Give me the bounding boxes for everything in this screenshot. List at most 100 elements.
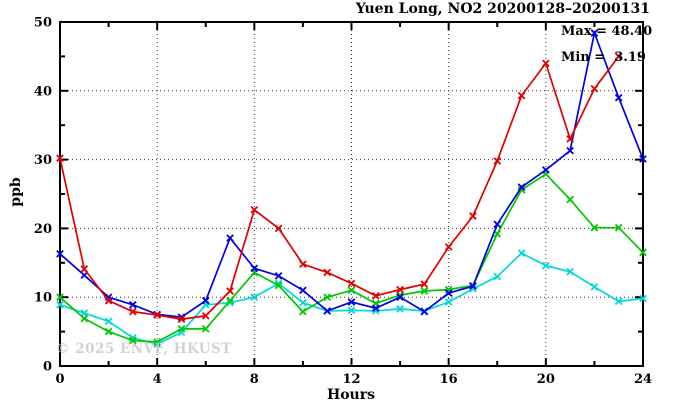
y-tick-label: 20 [34,222,52,237]
series-green-day-marker [177,325,186,333]
series-blue-day-marker [129,300,137,309]
series-green-day-marker [493,230,502,238]
series-cyan-day-marker [274,279,283,288]
series-blue-day-marker [396,293,404,302]
x-tick-label: 0 [55,372,64,387]
series-green-day-marker [639,248,647,257]
min-annotation: Min = 3.19 [561,50,646,65]
max-annotation: Max = 48.40 [561,24,653,39]
series-green-day-marker [420,287,429,295]
chart-title: Yuen Long, NO2 20200128–20200131 [355,1,650,17]
series-red-day-marker [226,287,234,295]
series-green-day-marker [56,293,64,302]
series-blue-day-marker [614,93,623,102]
series-green-day-marker [129,336,137,345]
series-red-day-marker [371,291,380,300]
series-green-day-marker [566,195,574,204]
series-red-day-marker [56,154,64,163]
series-red-day-marker [153,311,162,319]
series-blue-day-marker [250,264,259,273]
series-red-day-marker [80,265,89,273]
series-cyan-day-marker [614,297,623,306]
series-green-day-marker [104,327,113,336]
series-red-day-marker [104,296,113,305]
x-tick-label: 4 [153,372,162,387]
x-tick-label: 20 [537,372,555,387]
series-green-day-marker [347,286,356,295]
series-red-day-marker [541,59,550,68]
x-axis-label: Hours [326,387,375,403]
series-blue-day-marker [420,307,429,316]
series-red-day-marker [323,268,332,277]
watermark-text: © 2025 ENVF, HKUST [56,341,232,357]
series-cyan-day-marker [104,317,113,326]
series-blue-day-marker [566,146,574,155]
y-axis-label: ppb [8,177,24,207]
series-green-day-marker [153,338,162,346]
y-tick-label: 40 [34,84,52,99]
series-green-day-marker [274,281,283,290]
series-blue-day-marker [469,282,477,291]
series-green-day-marker [201,325,210,333]
series-cyan-day-marker [493,272,502,281]
series-green-day-marker [299,307,307,316]
series-cyan-day-marker [444,298,453,306]
series-green-day-marker [226,296,234,305]
series-green-day-marker [590,223,599,232]
x-tick-label: 8 [250,372,259,387]
series-red-day-marker [590,84,599,93]
series-cyan-day-marker [153,340,162,348]
y-tick-label: 30 [34,153,52,168]
series-green-day-line [59,172,644,343]
series-red-day-marker [299,260,307,269]
series-cyan-day-marker [639,294,647,303]
series-red-day-marker [517,91,526,100]
series-cyan-day-marker [371,307,380,315]
series-blue-day-marker [444,289,453,297]
series-green-day-marker [614,223,623,232]
series-red-day-marker [420,280,429,288]
max-min-annotation: Max = 48.40 Min = 3.19 [561,25,652,64]
series-red-day-marker [493,157,502,165]
y-tick-label: 50 [34,16,52,31]
series-red-day-marker [177,315,186,324]
series-green-day-marker [517,186,526,194]
series-cyan-day-marker [590,283,599,291]
series-cyan-day-marker [250,293,259,302]
y-tick-label: 10 [34,291,52,306]
series-blue-day-marker [323,307,332,315]
series-blue-day-marker [274,272,283,280]
series-red-day-marker [201,311,210,320]
series-red-day-line [59,55,620,321]
series-cyan-day-marker [226,298,234,307]
series-blue-day-marker [493,220,502,229]
x-tick-label: 16 [440,372,458,387]
series-red-day-marker [347,279,356,288]
series-cyan-day-marker [56,300,64,309]
x-tick-label: 24 [634,372,652,387]
series-red-day-marker [396,285,404,294]
series-blue-day-marker [639,155,647,163]
series-red-day-marker [566,135,574,143]
series-red-day-marker [129,307,137,316]
series-blue-day-marker [226,234,234,242]
series-blue-day-marker [299,286,307,295]
series-blue-day-marker [371,304,380,313]
series-blue-day-marker [541,166,550,174]
series-red-day-marker [614,52,623,61]
series-cyan-day-marker [396,305,404,313]
series-green-day-marker [323,293,332,302]
series-cyan-day-marker [517,249,526,258]
series-red-day-marker [274,224,283,233]
series-red-day-marker [250,205,259,214]
series-blue-day-marker [201,296,210,305]
series-blue-day-marker [517,183,526,191]
series-blue-day-marker [56,250,64,258]
y-tick-label: 0 [43,360,52,375]
series-cyan-day-marker [347,306,356,315]
series-blue-day-marker [590,29,599,37]
series-green-day-marker [80,314,89,323]
series-cyan-day-marker [541,261,550,270]
